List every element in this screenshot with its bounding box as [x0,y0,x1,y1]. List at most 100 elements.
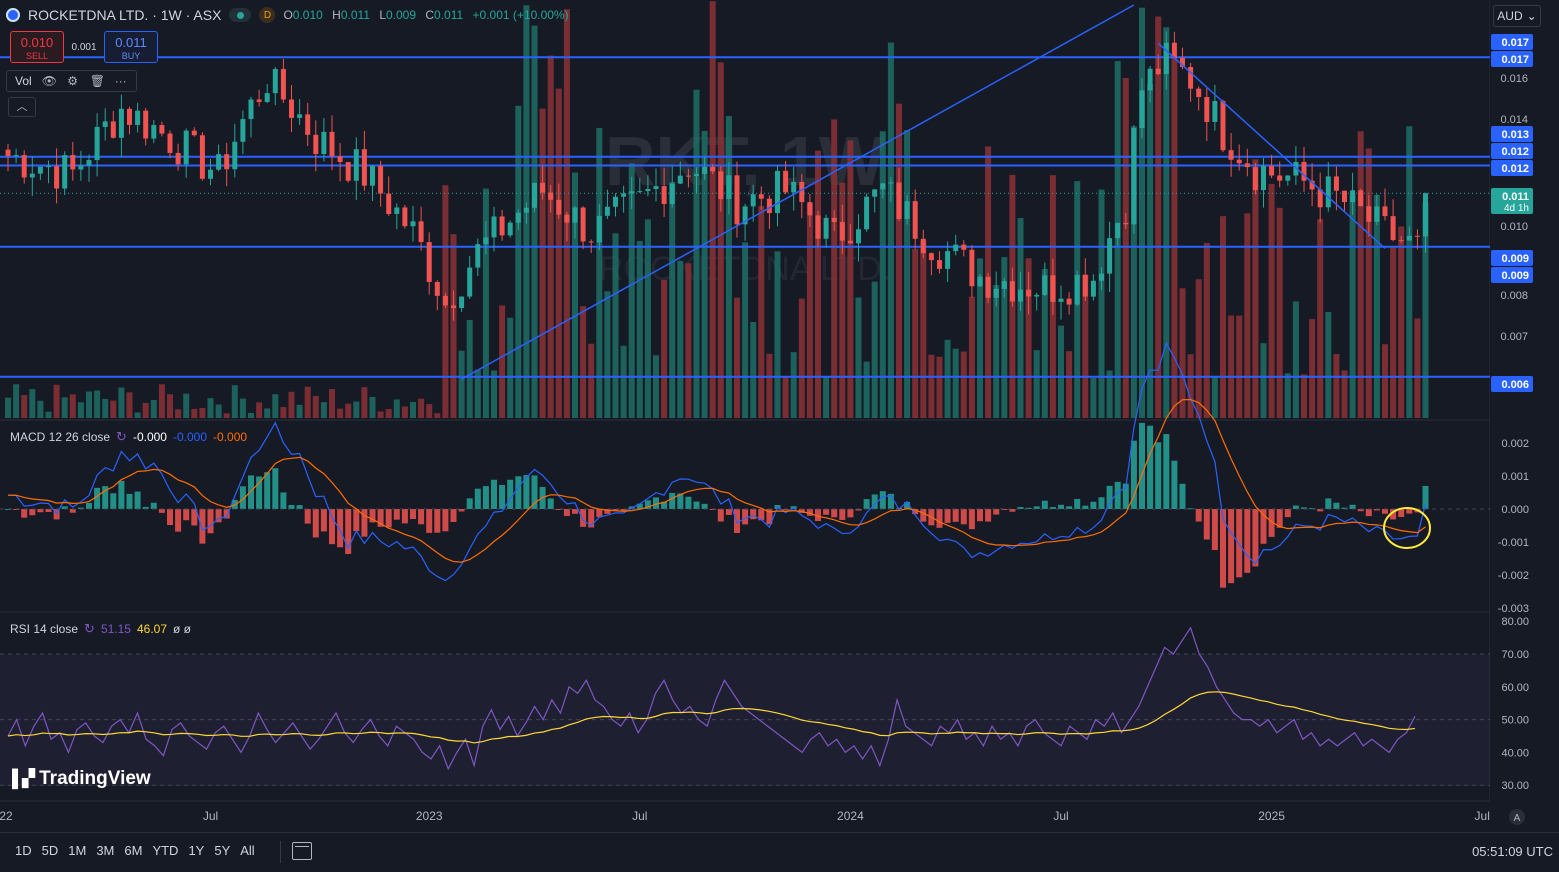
macd-histogram-bar [272,468,279,509]
refresh-icon[interactable]: ↻ [116,429,127,444]
range-5d[interactable]: 5D [41,843,59,858]
candle-body [1228,150,1234,160]
macd-histogram-bar [952,509,959,522]
macd-histogram-bar [847,509,854,518]
volume-bar [612,233,619,418]
volume-bar [928,354,935,418]
candle-body [70,155,76,170]
volume-bar [628,163,635,418]
volume-bar [806,203,813,418]
volume-bar [653,355,659,418]
candle-body [588,241,594,243]
macd-axis-label: 0.001 [1501,471,1529,483]
candle-body [1099,273,1104,281]
rsi-legend[interactable]: RSI 14 close ↻ 51.15 46.07 ø ø [10,621,191,637]
trend-lines [461,4,1386,380]
candle-body [264,93,270,102]
rsi-axis-label: 60.00 [1501,682,1529,694]
buy-button[interactable]: 0.011 BUY [104,31,158,63]
trash-icon[interactable]: 🗑 [89,74,105,88]
symbol-header: ROCKETDNA LTD. · 1W · ASX D O0.010 H0.01… [6,4,575,26]
candle-body [37,166,43,174]
volume-bar [5,397,11,418]
range-1d[interactable]: 1D [15,843,32,858]
candle-body [1342,190,1347,203]
price-tag [1491,267,1533,283]
symbol-title[interactable]: ROCKETDNA LTD. · 1W · ASX [28,7,222,23]
macd-histogram-bar [1033,506,1040,509]
macd-histogram-bar [426,509,433,533]
data-badge[interactable]: D [259,7,276,23]
signal-line [7,398,1426,563]
volume-bar [13,384,20,418]
candle-body [402,207,408,227]
macd-histogram-bar [920,509,927,522]
volume-bar [491,370,497,418]
volume-bar [361,387,368,418]
range-ytd[interactable]: YTD [152,843,179,858]
time-axis-label: 2025 [1258,809,1285,823]
price-tag [1491,188,1533,214]
sell-button[interactable]: 0.010 SELL [10,31,64,63]
volume-bar [1211,377,1218,418]
volume-bar [175,409,182,418]
price-tag [1491,126,1533,142]
candle-body [507,222,513,236]
candle-body [127,108,132,125]
volume-bar [215,404,222,418]
candle-body [1301,161,1307,181]
chart-area[interactable]: RKT, 1WROCKETDNA LTD. 0.0160.0140.0100.0… [0,0,1559,832]
candle-body [442,295,448,306]
eye-icon[interactable]: 👁 [41,74,57,88]
market-status-icon[interactable] [229,8,252,22]
rsi-ma-value: 46.07 [136,622,168,636]
volume-bar [142,402,149,418]
range-6m[interactable]: 6M [124,843,143,858]
macd-histogram-bar [312,509,319,538]
volume-bar [1398,226,1405,418]
candle-body [1188,66,1194,89]
candle-body [685,175,691,177]
refresh-icon[interactable]: ↻ [84,621,95,636]
range-all[interactable]: All [240,843,255,858]
macd-histogram-bar [661,501,668,509]
price-tag-label: 0.012 [1501,146,1529,158]
volume-legend[interactable]: Vol 👁 ⚙ 🗑 ··· [6,70,137,92]
currency-selector[interactable]: AUD ⌄ [1493,5,1541,27]
candle-body [556,199,562,215]
volume-bar [1025,258,1032,418]
macd-histogram-bar [466,498,473,509]
candle-body [766,198,772,214]
price-tag-label: 0.011 [1502,191,1529,203]
collapse-legend-button[interactable]: ︿ [8,97,36,117]
calendar-icon[interactable] [292,842,312,860]
volume-bar [790,352,797,418]
rsi-title: RSI 14 close [10,622,79,636]
settings-icon[interactable]: ⚙ [67,74,79,88]
volume-bar [1357,131,1364,418]
macd-legend[interactable]: MACD 12 26 close ↻ -0.000 -0.000 -0.000 [10,429,247,445]
macd-histogram-bar [45,509,52,512]
price-tag-label: 0.017 [1501,54,1529,66]
macd-histogram-bar [264,472,271,509]
price-axis-label: 0.010 [1500,221,1528,233]
range-1m[interactable]: 1M [68,843,87,858]
candle-body [13,155,19,157]
candle-body [1147,68,1153,91]
macd-histogram-bar [1139,422,1145,509]
range-3m[interactable]: 3M [96,843,115,858]
range-5y[interactable]: 5Y [214,843,231,858]
macd-histogram-bar [1268,509,1275,537]
macd-histogram-bar [596,509,603,518]
volume-bar [1365,148,1372,418]
volume-bar [1301,374,1307,418]
candle-body [183,130,189,165]
volume-bar [644,219,651,418]
range-1y[interactable]: 1Y [188,843,205,858]
rsi-pane [0,626,1490,786]
clock[interactable]: 05:51:09 UTC [1472,844,1553,859]
volume-bar [1349,194,1356,418]
volume-bar [1066,351,1073,418]
more-icon[interactable]: ··· [114,74,127,88]
price-change: +0.001 (+10.00%) [472,8,569,22]
